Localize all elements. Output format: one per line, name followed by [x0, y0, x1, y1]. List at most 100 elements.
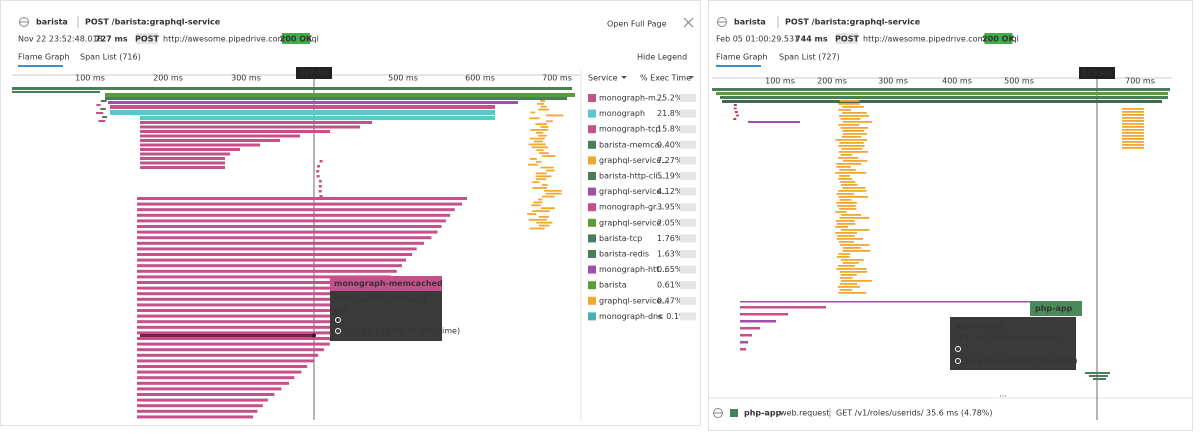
- span: [720, 96, 1168, 99]
- legend-bar: [680, 156, 696, 165]
- span: [316, 170, 320, 173]
- span: [100, 100, 107, 102]
- span: [137, 286, 382, 290]
- span: [95, 112, 104, 114]
- footer-time: 35.6 ms (4.78%): [926, 409, 993, 418]
- tooltip-box: [330, 291, 442, 341]
- span: [137, 202, 463, 206]
- span: [840, 184, 858, 186]
- span: [835, 172, 867, 174]
- span: [137, 331, 340, 335]
- span: [712, 88, 1170, 91]
- span: [734, 111, 738, 113]
- legend-service[interactable]: graphql-service...: [599, 296, 669, 305]
- span: [1122, 132, 1144, 134]
- span: [540, 126, 549, 128]
- trace-date: Nov 22 23:52:48.018: [18, 35, 103, 44]
- legend-service[interactable]: barista-http-cli...: [599, 172, 665, 181]
- legend-service[interactable]: graphql-service...: [599, 187, 669, 196]
- legend-swatch: [588, 187, 596, 196]
- trace-duration: 744 ms: [795, 35, 828, 44]
- span: [137, 393, 275, 396]
- tab-flame-graph[interactable]: Flame Graph: [18, 53, 70, 62]
- legend-service[interactable]: monograph: [599, 109, 645, 118]
- span: [839, 169, 857, 171]
- legend-bar: [680, 140, 696, 149]
- legend-service[interactable]: graphql-service: [599, 218, 661, 227]
- legend-swatch: [588, 250, 596, 258]
- span: [317, 165, 321, 168]
- legend-service[interactable]: monograph-dns: [599, 312, 662, 321]
- span: [839, 277, 853, 279]
- tooltip-operation: web.request: [955, 322, 1005, 331]
- tooltip-time: 35.6 ms(4.78%of Total time): [964, 357, 1078, 366]
- span: [137, 409, 258, 413]
- method-badge: [136, 33, 158, 44]
- span: [140, 143, 260, 147]
- tooltip-box: [950, 317, 1076, 370]
- span: [838, 115, 869, 117]
- open-full-page-link[interactable]: Open Full Page: [607, 20, 667, 29]
- span: [740, 341, 748, 344]
- span: [839, 175, 850, 177]
- span: [836, 238, 863, 240]
- span: [140, 148, 240, 151]
- tab-flame-graph[interactable]: Flame Graph: [716, 53, 768, 62]
- resize-handle[interactable]: ⋯: [999, 392, 1007, 401]
- cursor-label-bg: [1079, 67, 1115, 79]
- legend-service[interactable]: monograph-tcp: [599, 125, 661, 134]
- span: [838, 190, 867, 192]
- resource-name: POST /barista:graphql-service: [785, 18, 921, 27]
- span: [110, 105, 495, 109]
- span: [140, 139, 280, 142]
- span: [140, 134, 300, 138]
- span: [545, 114, 564, 117]
- hide-legend-link[interactable]: Hide Legend: [637, 53, 687, 62]
- span: [105, 93, 575, 97]
- legend-service[interactable]: monograph-htt...: [599, 265, 667, 274]
- span: [740, 306, 826, 309]
- footer-resource: GET /v1/roles/userids/: [836, 409, 924, 418]
- axis-tick-label: 100 ms: [75, 74, 105, 83]
- span: [1085, 372, 1110, 374]
- span: [527, 163, 538, 166]
- tab-span-list[interactable]: Span List (716): [80, 53, 141, 62]
- legend-swatch: [588, 234, 596, 243]
- legend-swatch: [588, 296, 596, 305]
- span: [839, 142, 864, 144]
- footer-service: php-app: [744, 409, 782, 418]
- span: [536, 221, 553, 224]
- span: [98, 120, 106, 122]
- span: [137, 404, 263, 408]
- span: [137, 247, 417, 251]
- span: [839, 271, 868, 273]
- legend-service[interactable]: graphql-service...: [599, 156, 669, 165]
- span: [836, 202, 857, 204]
- span: [542, 155, 556, 157]
- legend-service[interactable]: barista-redis: [599, 250, 649, 259]
- legend-service[interactable]: monograph-gr...: [599, 203, 663, 212]
- legend-service[interactable]: barista-memca...: [599, 140, 667, 149]
- span: [544, 189, 562, 192]
- legend-bar: [680, 218, 696, 227]
- tab-span-list[interactable]: Span List (727): [779, 53, 840, 62]
- span: [140, 125, 360, 129]
- legend-service[interactable]: barista-tcp: [599, 234, 642, 243]
- legend-service[interactable]: monograph-m...: [599, 94, 663, 103]
- trace-url: http://awesome.pipedrive.com/graphql: [163, 35, 319, 44]
- span: [318, 180, 322, 183]
- span: [740, 334, 752, 337]
- span: [137, 292, 377, 296]
- legend-pct: 9.40%: [657, 140, 683, 149]
- span: [1122, 117, 1144, 119]
- span: [137, 365, 308, 368]
- span: [840, 229, 870, 231]
- span: [840, 274, 857, 276]
- span: [836, 163, 862, 165]
- span: [840, 214, 861, 216]
- close-icon[interactable]: [683, 17, 694, 28]
- span: [539, 152, 549, 154]
- legend-service[interactable]: barista: [599, 281, 627, 290]
- span: [137, 230, 438, 234]
- span: [838, 151, 868, 153]
